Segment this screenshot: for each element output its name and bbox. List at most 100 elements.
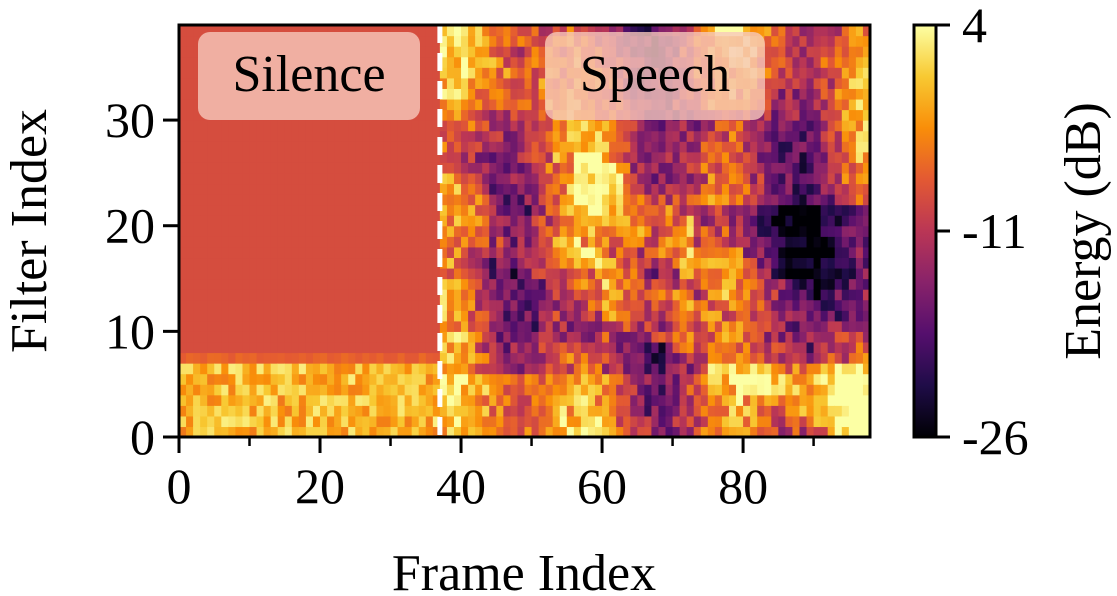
heatmap-cell [728,130,737,142]
heatmap-cell [820,405,829,417]
heatmap-cell [595,320,603,332]
heatmap-cell [686,267,695,280]
heatmap-cell [630,204,638,216]
heatmap-cell [242,394,251,406]
heatmap-cell [397,194,406,206]
heatmap-cell [665,373,674,385]
heatmap-cell [587,172,596,185]
heatmap-cell [186,236,194,248]
heatmap-cell [778,25,786,37]
heatmap-cell [207,320,215,332]
heatmap-cell [644,320,653,332]
heatmap-cell [256,162,265,174]
heatmap-cell [355,331,363,343]
heatmap-cell [834,405,843,417]
heatmap-cell [256,320,265,332]
heatmap-cell [630,278,638,290]
heatmap-cell [841,415,850,428]
heatmap-cell [334,120,342,132]
heatmap-cell [179,320,187,332]
heatmap-cell [496,67,504,79]
heatmap-cell [369,426,378,437]
heatmap-cell [179,236,187,248]
heatmap-cell [468,426,476,437]
heatmap-cell [792,394,801,406]
heatmap-cell [630,183,638,195]
heatmap-cell [193,405,201,417]
heatmap-cell [468,394,476,406]
heatmap-cell [228,204,237,216]
heatmap-cell [679,278,688,290]
heatmap-cell [672,278,681,290]
heatmap-cell [355,289,363,301]
heatmap-cell [418,310,427,322]
heatmap-cell [369,257,378,269]
heatmap-cell [298,267,307,280]
x-tick-label: 20 [295,458,345,514]
heatmap-cell [538,141,547,153]
heatmap-cell [341,215,349,227]
heatmap-cell [193,225,201,237]
heatmap-cell [552,331,561,343]
heatmap-cell [362,384,370,396]
heatmap-cell [369,215,378,227]
heatmap-cell [538,426,547,437]
heatmap-cell [200,183,208,195]
heatmap-cell [369,194,378,206]
heatmap-cell [792,373,801,385]
heatmap-cell [186,363,194,375]
heatmap-cell [785,363,794,375]
heatmap-cell [799,162,808,174]
heatmap-cell [263,415,272,428]
heatmap-cell [848,289,857,301]
heatmap-cell [235,225,244,237]
heatmap-cell [482,257,490,269]
heatmap-cell [707,225,716,237]
heatmap-cell [200,257,208,269]
heatmap-cell [778,267,786,280]
heatmap-cell [693,204,702,216]
heatmap-cell [827,310,836,322]
heatmap-cell [587,130,596,142]
heatmap-cell [179,67,187,79]
heatmap-cell [672,130,681,142]
heatmap-cell [355,394,363,406]
heatmap-cell [320,384,328,396]
heatmap-cell [200,310,208,322]
heatmap-cell [242,341,251,354]
heatmap-cell [432,310,441,322]
heatmap-cell [778,183,786,195]
heatmap-cell [179,352,187,364]
heatmap-cell [327,415,335,428]
heatmap-cell [348,299,356,311]
heatmap-cell [186,320,194,332]
heatmap-cell [700,320,709,332]
heatmap-cell [721,352,730,364]
heatmap-cell [764,289,772,301]
heatmap-cell [714,151,723,163]
heatmap-cell [221,394,229,406]
heatmap-cell [228,299,237,311]
heatmap-cell [587,341,596,354]
heatmap-cell [270,331,279,343]
heatmap-cell [743,215,751,227]
heatmap-cell [757,331,765,343]
heatmap-cell [665,310,674,322]
heatmap-cell [383,172,392,185]
heatmap-cell [482,25,490,37]
plot-frame [177,23,872,439]
heatmap-cell [305,236,314,248]
heatmap-cell [651,405,660,417]
heatmap-cell [214,225,222,237]
heatmap-cell [665,120,674,132]
heatmap-cell [376,373,385,385]
heatmap-cell [552,373,561,385]
heatmap-cell [327,405,335,417]
heatmap-cell [644,194,653,206]
heatmap-cell [686,225,695,237]
heatmap-cell [270,194,279,206]
heatmap-cell [820,162,829,174]
heatmap-cell [728,120,737,132]
heatmap-cell [820,183,829,195]
heatmap-cell [439,278,448,290]
